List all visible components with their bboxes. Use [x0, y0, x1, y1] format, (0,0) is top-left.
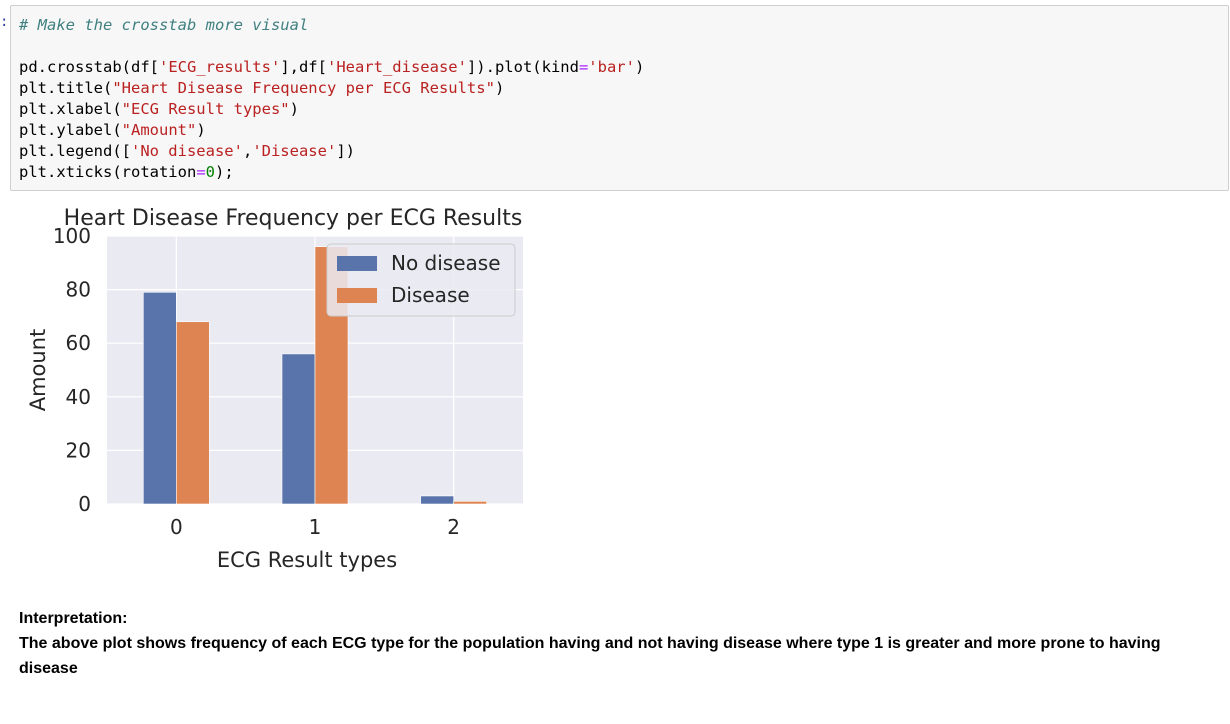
code-token: 'ECG_results' — [158, 58, 281, 76]
cell-prompt-marker: : — [0, 14, 9, 30]
bar-no-disease-2 — [420, 495, 454, 505]
code-token: ) — [289, 100, 299, 118]
legend-swatch-disease — [337, 288, 377, 303]
code-token: plt.ylabel( — [19, 121, 122, 139]
code-token: plt.legend([ — [19, 142, 131, 160]
code-token: ]) — [336, 142, 355, 160]
y-tick-label: 20 — [66, 438, 91, 462]
code-blank-line — [19, 36, 1220, 57]
code-token: "ECG Result types" — [121, 100, 290, 118]
code-line: plt.ylabel("Amount") — [19, 120, 1220, 141]
interpretation-block: Interpretation: The above plot shows fre… — [19, 606, 1219, 681]
code-token: ); — [215, 163, 234, 181]
y-tick-label: 60 — [66, 331, 91, 355]
code-body: pd.crosstab(df['ECG_results'],df['Heart_… — [19, 57, 1220, 183]
legend-swatch-no-disease — [337, 256, 377, 271]
code-token: "Amount" — [121, 121, 197, 139]
code-token: 0 — [205, 163, 215, 181]
code-token: = — [196, 163, 206, 181]
y-tick-label: 0 — [78, 492, 91, 516]
code-token: 'bar' — [588, 58, 635, 76]
code-token: ) — [196, 121, 206, 139]
bar-no-disease-0 — [143, 291, 177, 505]
code-token: 'No disease' — [130, 142, 243, 160]
code-line: plt.xlabel("ECG Result types") — [19, 99, 1220, 120]
code-token: plt.xlabel( — [19, 100, 122, 118]
y-tick-label: 100 — [53, 224, 91, 248]
y-axis-label: Amount — [26, 329, 50, 412]
code-token: ]).plot(kind — [466, 58, 579, 76]
chart-title: Heart Disease Frequency per ECG Results — [64, 206, 523, 231]
x-axis-label: ECG Result types — [217, 548, 397, 572]
interpretation-heading: Interpretation: — [19, 610, 128, 627]
legend-label: No disease — [391, 251, 501, 275]
code-token: = — [578, 58, 589, 76]
x-tick-label: 1 — [309, 515, 322, 539]
x-tick-label: 0 — [170, 515, 183, 539]
code-line: plt.xticks(rotation=0); — [19, 162, 1220, 183]
bar-chart: 0 20 40 60 80 100 0 1 2 Heart Disease Frequency p… — [26, 206, 523, 572]
code-token: plt.xticks(rotation — [19, 163, 197, 181]
bar-no-disease-1 — [281, 353, 316, 505]
bar-disease-2 — [453, 501, 487, 505]
legend-label: Disease — [391, 283, 470, 307]
code-line: plt.title("Heart Disease Frequency per E… — [19, 78, 1220, 99]
y-tick-label: 80 — [66, 278, 91, 302]
code-token: pd.crosstab(df[ — [19, 58, 159, 76]
code-token: "Heart Disease Frequency per ECG Results… — [112, 79, 495, 97]
code-line: plt.legend(['No disease','Disease']) — [19, 141, 1220, 162]
code-token: ) — [634, 58, 645, 76]
bar-disease-0 — [176, 321, 210, 505]
y-tick-label: 40 — [66, 385, 91, 409]
code-token: ) — [494, 79, 505, 97]
code-token: ],df[ — [280, 58, 327, 76]
code-token: plt.title( — [19, 79, 113, 97]
code-token: 'Disease' — [252, 142, 337, 160]
code-cell[interactable]: # Make the crosstab more visual pd.cross… — [10, 5, 1229, 191]
code-token: , — [242, 142, 253, 160]
code-token: 'Heart_disease' — [326, 58, 467, 76]
interpretation-text: The above plot shows frequency of each E… — [19, 635, 1161, 677]
code-line: pd.crosstab(df['ECG_results'],df['Heart_… — [19, 57, 1220, 78]
x-tick-label: 2 — [447, 515, 460, 539]
code-comment: # Make the crosstab more visual — [19, 16, 309, 34]
